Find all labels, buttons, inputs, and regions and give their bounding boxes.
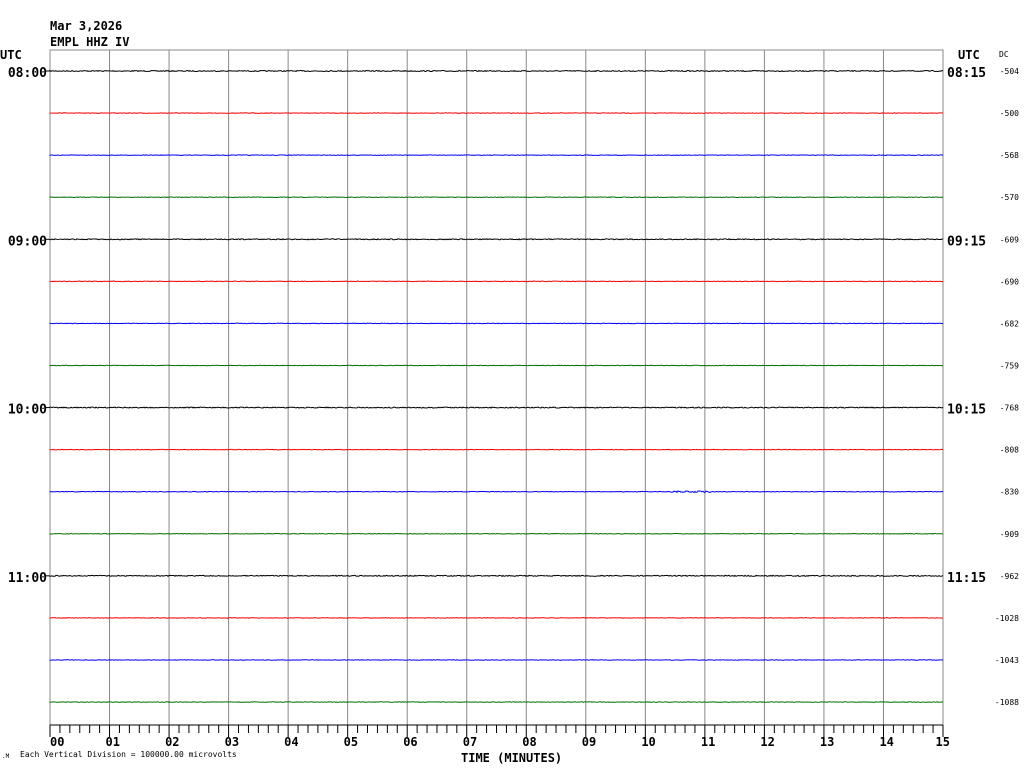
dc-label: DC <box>999 50 1009 59</box>
left-time-label: 08:00 <box>8 66 47 81</box>
right-time-label: 09:15 <box>947 234 986 249</box>
trace-row-10 <box>49 490 944 494</box>
trace-row-3 <box>49 196 944 199</box>
trace-row-11 <box>49 532 944 535</box>
right-axis-label: UTC <box>958 48 980 62</box>
row-labels: -504 08:00 08:15 -500 -568 -570 -609 09:00 09:15… <box>8 66 1019 707</box>
dc-offset-label: -500 <box>1000 109 1019 118</box>
x-tick-label: 12 <box>760 735 774 749</box>
left-time-label: 11:00 <box>8 571 47 586</box>
trace-row-9 <box>49 448 944 451</box>
dc-offset-label: -570 <box>1000 193 1019 202</box>
x-tick-label: 03 <box>225 735 239 749</box>
trace-row-14 <box>49 659 944 661</box>
x-tick-label: 08 <box>522 735 536 749</box>
left-time-label: 10:00 <box>8 403 47 418</box>
right-time-label: 11:15 <box>947 571 986 586</box>
trace-row-6 <box>49 322 944 325</box>
x-tick-label: 11 <box>701 735 715 749</box>
trace-row-8 <box>49 406 944 409</box>
dc-offset-label: -830 <box>1000 488 1019 497</box>
trace-row-12 <box>49 574 944 577</box>
x-tick-label: 10 <box>641 735 655 749</box>
dc-offset-label: -808 <box>1000 446 1019 455</box>
trace-row-2 <box>49 154 944 157</box>
plot-frame <box>49 49 944 726</box>
trace-row-13 <box>49 617 944 619</box>
dc-offset-label: -759 <box>1000 361 1019 370</box>
dc-offset-label: -909 <box>1000 530 1019 539</box>
dc-offset-label: -682 <box>1000 319 1019 328</box>
left-axis-label: UTC <box>0 48 22 62</box>
right-time-label: 10:15 <box>947 403 986 418</box>
x-tick-label: 01 <box>106 735 120 749</box>
x-axis-title: TIME (MINUTES) <box>461 751 562 765</box>
dc-offset-label: -568 <box>1000 151 1019 160</box>
x-tick-label: 04 <box>284 735 298 749</box>
trace-row-7 <box>49 364 943 367</box>
dc-offset-label: -962 <box>1000 572 1019 581</box>
x-tick-label: 06 <box>403 735 417 749</box>
trace-row-1 <box>49 112 944 114</box>
chart-date: Mar 3,2026 <box>50 19 122 33</box>
dc-offset-label: -1028 <box>995 614 1019 623</box>
x-axis: 00 01 02 03 04 05 06 07 08 09 10 11 12 13 14 15 <box>49 724 950 749</box>
chart-station: EMPL HHZ IV <box>50 35 129 49</box>
x-tick-label: 07 <box>463 735 477 749</box>
x-tick-label: 02 <box>165 735 179 749</box>
scale-note: Each Vertical Division = 100000.00 micro… <box>20 750 237 759</box>
traces <box>49 69 944 703</box>
dc-offset-label: -1043 <box>995 656 1019 665</box>
right-time-label: 08:15 <box>947 66 986 81</box>
dc-offset-label: -504 <box>1000 67 1019 76</box>
x-tick-label: 15 <box>936 735 950 749</box>
trace-row-0 <box>49 69 944 73</box>
left-time-label: 09:00 <box>8 234 47 249</box>
x-tick-label: 14 <box>879 735 893 749</box>
dc-offset-label: -609 <box>1000 235 1019 244</box>
dc-offset-label: -1088 <box>995 698 1019 707</box>
dc-offset-label: -768 <box>1000 404 1019 413</box>
x-tick-label: 00 <box>50 735 64 749</box>
trace-row-5 <box>49 280 944 283</box>
x-tick-label: 09 <box>582 735 596 749</box>
grid <box>49 49 944 726</box>
trace-row-15 <box>49 701 944 703</box>
x-tick-label: 05 <box>344 735 358 749</box>
x-tick-label: 13 <box>820 735 834 749</box>
dc-offset-label: -690 <box>1000 277 1019 286</box>
trace-row-4 <box>49 238 944 241</box>
logo-mark: .M <box>2 753 10 760</box>
